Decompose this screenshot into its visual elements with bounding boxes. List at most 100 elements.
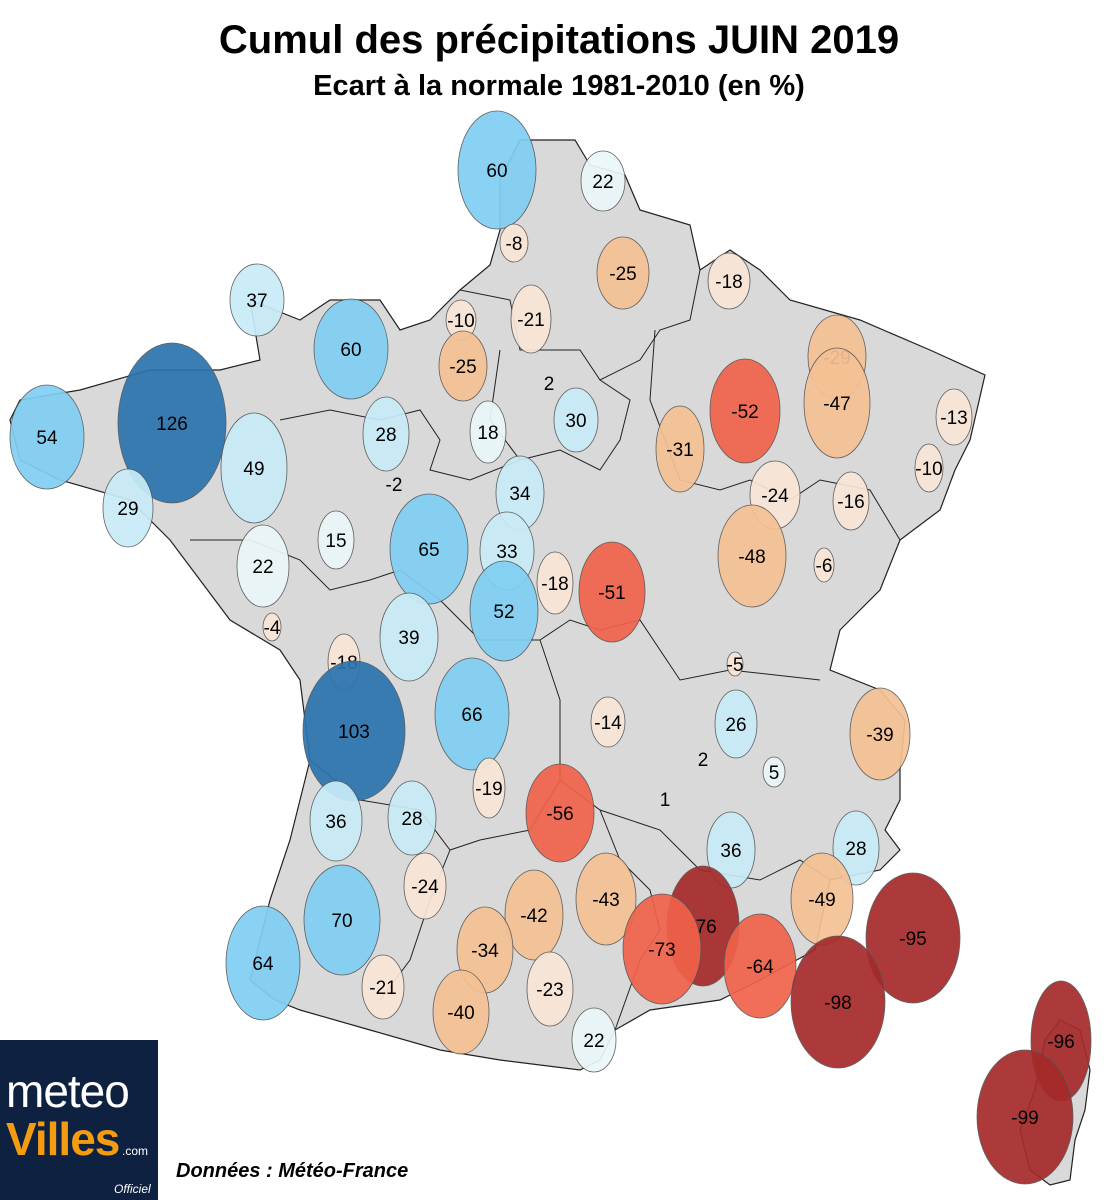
station-ellipse — [803, 347, 871, 459]
station-bubble: -48 — [717, 504, 787, 608]
meteovilles-logo[interactable]: meteo Villes .com Officiel — [0, 1040, 158, 1200]
station-ellipse — [510, 284, 552, 354]
station-ellipse — [229, 263, 285, 337]
station-bubble: 66 — [434, 657, 510, 771]
station-ellipse — [575, 852, 637, 946]
station-value-label: -51 — [598, 583, 625, 604]
station-bubble: -5 — [726, 651, 744, 677]
station-value-label: -96 — [1047, 1032, 1074, 1053]
station-value-label: 22 — [583, 1031, 604, 1052]
station-ellipse — [707, 252, 751, 310]
station-value-label: 39 — [398, 628, 419, 649]
station-bubble: -39 — [849, 687, 911, 781]
station-value-label: -39 — [866, 725, 893, 746]
station-ellipse — [578, 541, 646, 643]
station-ellipse — [976, 1049, 1074, 1185]
station-bubble: -43 — [575, 852, 637, 946]
station-bubble: -8 — [499, 223, 529, 263]
station-ellipse — [709, 358, 781, 464]
station-value-label: 103 — [338, 722, 370, 743]
station-value-label: 2 — [544, 374, 555, 395]
station-bubble: 103 — [302, 660, 406, 802]
station-bubble: -56 — [525, 763, 595, 863]
station-bubble: -16 — [832, 471, 870, 531]
station-ellipse — [469, 400, 507, 464]
station-bubble: -47 — [803, 347, 871, 459]
station-value-label: -13 — [940, 408, 967, 429]
station-bubble: 54 — [9, 384, 85, 490]
station-ellipse — [536, 551, 574, 615]
station-bubble: 22 — [571, 1007, 617, 1073]
station-value-label: 65 — [418, 540, 439, 561]
station-ellipse — [849, 687, 911, 781]
station-bubble: 2 — [544, 374, 555, 395]
station-value-label: -6 — [816, 556, 833, 577]
station-bubble: 36 — [706, 811, 756, 889]
station-bubble: -95 — [865, 872, 961, 1004]
station-ellipse — [403, 852, 447, 920]
station-value-label: 49 — [243, 459, 264, 480]
station-value-label: 64 — [252, 954, 274, 975]
station-bubble: -98 — [790, 935, 886, 1069]
station-ellipse — [220, 412, 288, 524]
station-value-label: -4 — [264, 618, 281, 639]
station-ellipse — [571, 1007, 617, 1073]
station-ellipse — [102, 468, 154, 548]
station-ellipse — [526, 951, 574, 1027]
station-value-label: 5 — [769, 763, 780, 784]
station-value-label: -10 — [915, 459, 942, 480]
logo-text-villes: Villes — [6, 1113, 120, 1165]
station-ellipse — [790, 935, 886, 1069]
station-value-label: -52 — [731, 402, 758, 423]
station-ellipse — [723, 913, 797, 1019]
logo-text-domain: .com — [122, 1144, 149, 1158]
station-ellipse — [553, 387, 599, 453]
station-value-label: -95 — [899, 929, 926, 950]
station-value-label: 26 — [725, 715, 746, 736]
station-value-label: -31 — [666, 440, 693, 461]
station-value-label: -73 — [648, 940, 675, 961]
station-bubble: 36 — [309, 780, 363, 862]
station-ellipse — [236, 524, 290, 608]
station-value-label: 54 — [36, 428, 58, 449]
station-bubble: -25 — [596, 236, 650, 310]
station-bubble: 5 — [762, 756, 786, 788]
station-ellipse — [914, 443, 944, 493]
station-value-label: -40 — [447, 1003, 474, 1024]
station-ellipse — [317, 510, 355, 570]
station-value-label: -21 — [517, 310, 544, 331]
station-value-label: -8 — [506, 234, 523, 255]
station-bubble: 52 — [469, 560, 539, 662]
station-bubble: -6 — [813, 547, 835, 583]
station-value-label: -98 — [824, 993, 851, 1014]
station-ellipse — [457, 110, 537, 230]
station-bubble: -42 — [504, 869, 564, 961]
station-value-label: 1 — [660, 790, 671, 811]
station-ellipse — [362, 396, 410, 472]
station-bubble: 29 — [102, 468, 154, 548]
station-value-label: 28 — [401, 809, 422, 830]
station-bubble: 60 — [457, 110, 537, 230]
station-bubble: -21 — [510, 284, 552, 354]
data-source: Données : Météo-France — [176, 1160, 409, 1182]
station-value-label: 15 — [325, 531, 346, 552]
station-ellipse — [499, 223, 529, 263]
station-value-label: -47 — [823, 394, 850, 415]
station-value-label: -48 — [738, 547, 765, 568]
station-bubble: -24 — [403, 852, 447, 920]
station-value-label: 36 — [720, 841, 741, 862]
station-ellipse — [726, 651, 744, 677]
station-bubble: 22 — [236, 524, 290, 608]
station-bubble: -99 — [976, 1049, 1074, 1185]
station-bubble: -19 — [472, 757, 506, 819]
station-bubble: -21 — [361, 954, 405, 1020]
station-value-label: 34 — [509, 484, 531, 505]
station-bubble: -23 — [526, 951, 574, 1027]
station-bubble: 1 — [660, 790, 671, 811]
station-bubble: -2 — [386, 475, 403, 496]
station-value-label: 2 — [698, 750, 709, 771]
station-value-label: -2 — [386, 475, 403, 496]
station-bubble: 2 — [698, 750, 709, 771]
station-bubble: -34 — [456, 906, 514, 994]
